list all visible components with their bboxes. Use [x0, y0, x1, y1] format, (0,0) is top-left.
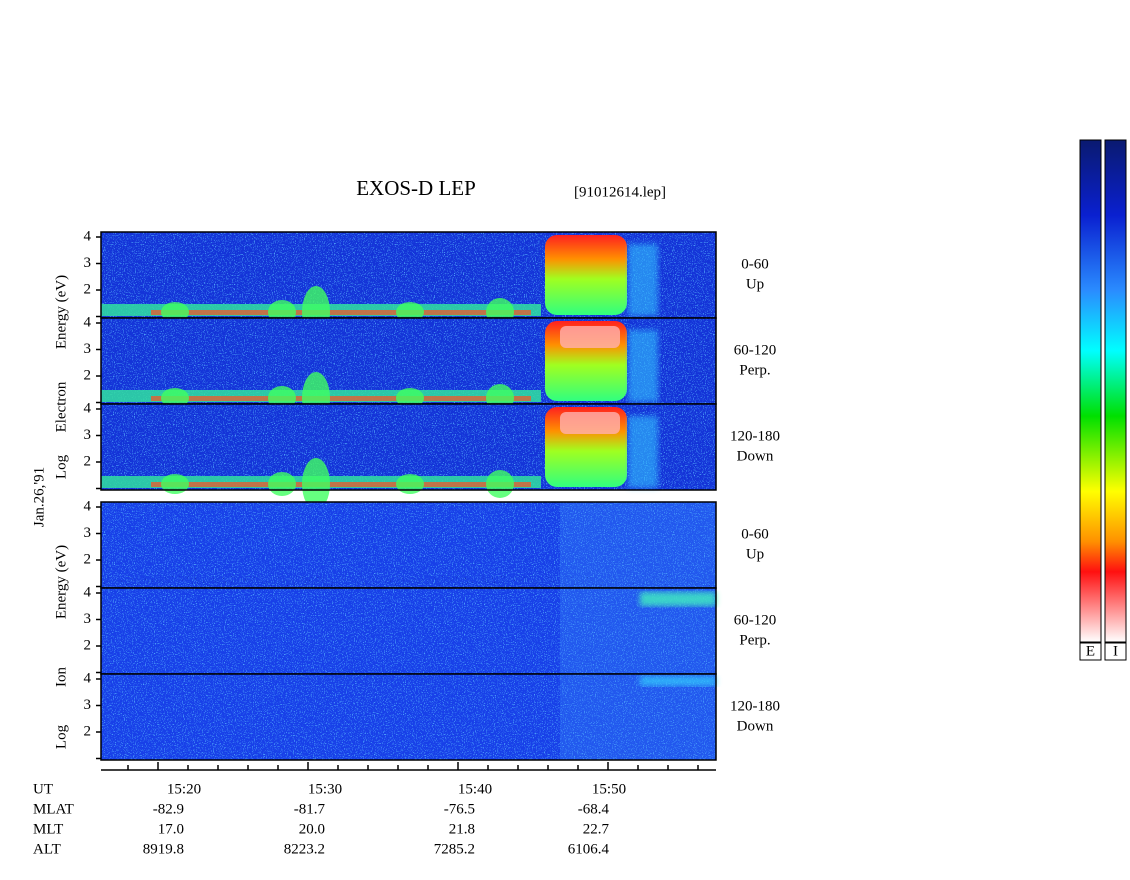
color-bar-label: E	[1086, 643, 1095, 659]
panel-angle: 120-180	[730, 698, 780, 714]
burst	[396, 388, 424, 408]
ion-beam	[640, 592, 716, 606]
burst	[268, 472, 296, 496]
orbit-value: -82.9	[153, 801, 184, 817]
panel-angle: 60-120	[734, 612, 777, 628]
title: EXOS-D LEP	[356, 176, 476, 200]
ion-haze	[560, 588, 716, 674]
y-tick-label: 3	[84, 611, 92, 627]
y-tick-label: 2	[84, 367, 92, 383]
aurora-peak	[560, 412, 620, 434]
y-tick-label: 4	[84, 314, 92, 330]
orbit-row-label: MLT	[33, 821, 63, 837]
panel-direction: Down	[737, 718, 774, 734]
orbit-value: 8919.8	[143, 841, 184, 857]
orbit-value: -68.4	[578, 801, 610, 817]
color-bar	[1079, 139, 1102, 643]
orbit-value: 15:50	[592, 781, 626, 797]
burst	[161, 302, 189, 322]
ion-beam	[640, 676, 716, 686]
y-tick-label: 4	[84, 498, 92, 514]
low-energy-core	[151, 396, 531, 401]
color-bar-label: I	[1113, 643, 1118, 659]
panel-direction: Up	[746, 276, 764, 292]
y-tick-label: 2	[84, 281, 92, 297]
y-tick-label: 3	[84, 255, 92, 271]
orbit-value: 22.7	[583, 821, 610, 837]
aurora-arc	[545, 235, 627, 315]
y-tick-label: 3	[84, 525, 92, 541]
burst	[161, 388, 189, 408]
y-axis-label: Ion	[53, 667, 69, 687]
orbit-row-label: ALT	[33, 841, 61, 857]
y-axis-label: Log	[53, 724, 69, 749]
ion-haze	[560, 674, 716, 760]
low-energy-core	[151, 482, 531, 487]
panel-frame	[100, 673, 717, 761]
color-bar-label-box	[1104, 642, 1127, 661]
orbit-value: -76.5	[444, 801, 475, 817]
panel-direction: Down	[737, 448, 774, 464]
panel-angle: 60-120	[734, 342, 777, 358]
y-tick-label: 2	[84, 637, 92, 653]
orbit-value: 6106.4	[568, 841, 610, 857]
aurora-tail	[628, 244, 658, 316]
panel-angle: 0-60	[741, 256, 769, 272]
y-axis-label: Electron	[53, 381, 69, 432]
burst	[396, 302, 424, 322]
spectrogram-noise	[101, 502, 716, 588]
y-tick-label: 4	[84, 670, 92, 686]
date: Jan.26,'91	[31, 467, 47, 527]
aurora-tail	[628, 416, 658, 488]
y-tick-label: 3	[84, 427, 92, 443]
orbit-value: 7285.2	[434, 841, 475, 857]
y-tick-label: 4	[84, 400, 92, 416]
ion-haze	[560, 502, 716, 588]
y-tick-label: 2	[84, 723, 92, 739]
burst	[161, 474, 189, 494]
y-axis-label: Log	[53, 454, 69, 479]
orbit-value: 21.8	[449, 821, 475, 837]
orbit-row-label: UT	[33, 781, 53, 797]
burst	[396, 474, 424, 494]
y-tick-label: 2	[84, 453, 92, 469]
panel-direction: Perp.	[739, 362, 770, 378]
y-axis-label: Energy (eV)	[53, 545, 69, 619]
aurora-tail	[628, 330, 658, 402]
burst	[486, 470, 514, 498]
orbit-value: -81.7	[294, 801, 326, 817]
low-energy-core	[151, 310, 531, 315]
orbit-value: 17.0	[158, 821, 184, 837]
y-tick-label: 3	[84, 697, 92, 713]
panel-direction: Perp.	[739, 632, 770, 648]
y-tick-label: 3	[84, 341, 92, 357]
panel-frame	[100, 403, 717, 491]
orbit-value: 15:30	[308, 781, 342, 797]
y-axis-label: Energy (eV)	[53, 275, 69, 349]
panel-direction: Up	[746, 546, 764, 562]
orbit-value: 15:40	[458, 781, 492, 797]
color-bar	[1104, 139, 1127, 643]
panel-angle: 0-60	[741, 526, 769, 542]
orbit-value: 20.0	[299, 821, 325, 837]
orbit-value: 15:20	[167, 781, 201, 797]
y-tick-label: 2	[84, 551, 92, 567]
color-bar-label-box	[1079, 642, 1102, 661]
spectrogram-noise	[101, 588, 716, 674]
burst	[302, 458, 330, 510]
orbit-value: 8223.2	[284, 841, 325, 857]
aurora-peak	[560, 326, 620, 348]
y-tick-label: 4	[84, 228, 92, 244]
y-tick-label: 4	[84, 584, 92, 600]
orbit-row-label: MLAT	[33, 801, 74, 817]
file-name: [91012614.lep]	[574, 184, 666, 200]
spectrogram-noise	[101, 674, 716, 760]
panel-angle: 120-180	[730, 428, 780, 444]
dark-band	[101, 576, 711, 586]
